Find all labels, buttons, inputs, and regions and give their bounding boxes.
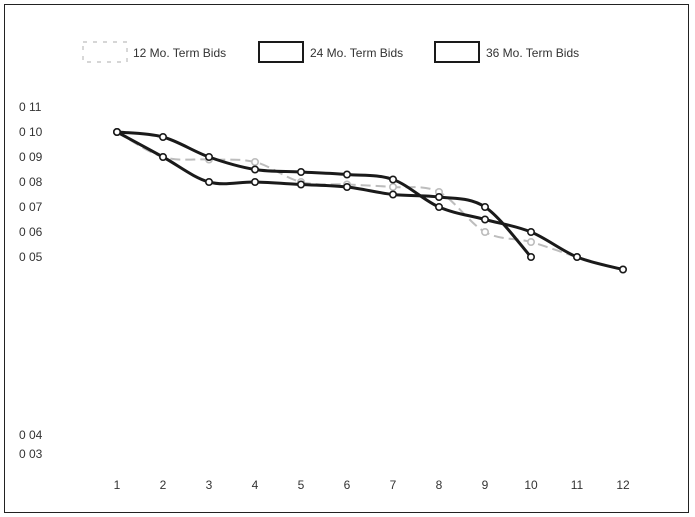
x-tick-label: 6	[344, 478, 351, 492]
series-point	[388, 190, 397, 199]
series-point	[572, 253, 581, 262]
legend: 12 Mo. Term Bids 24 Mo. Term Bids 36 Mo. T…	[82, 41, 579, 63]
series-point	[342, 183, 351, 192]
x-axis-ticks: 1 2 3 4 5 6 7 8 9 10 11 12	[114, 478, 630, 492]
x-tick-label: 5	[298, 478, 305, 492]
series-point	[526, 238, 535, 247]
series-point	[434, 203, 443, 212]
x-tick-label: 12	[616, 478, 630, 492]
series-point	[296, 180, 305, 189]
series-line	[116, 130, 624, 271]
y-tick-label: 0 04	[19, 428, 43, 442]
series-point	[526, 253, 535, 262]
series-point	[251, 165, 260, 174]
series-point	[205, 153, 214, 162]
legend-label: 36 Mo. Term Bids	[486, 46, 579, 60]
series-line	[116, 131, 624, 271]
y-tick-label: 0 09	[19, 150, 43, 164]
y-tick-label: 0 08	[19, 175, 43, 189]
series-lines	[113, 128, 627, 274]
legend-swatch	[434, 41, 480, 63]
series-point	[113, 128, 122, 137]
legend-swatch	[258, 41, 304, 63]
x-tick-label: 1	[114, 478, 121, 492]
x-tick-label: 11	[571, 478, 584, 492]
y-tick-label: 0 11	[19, 100, 42, 114]
series-point	[251, 178, 260, 187]
x-tick-label: 2	[160, 478, 167, 492]
series-point	[159, 153, 168, 162]
series-point	[342, 170, 351, 179]
series-line	[116, 130, 533, 259]
y-axis-ticks: 0 03 0 04 0 05 0 06 0 07 0 08 0 09 0 10 0 11	[19, 100, 43, 461]
x-tick-label: 4	[252, 478, 259, 492]
series-point	[480, 215, 489, 224]
x-tick-label: 9	[482, 478, 489, 492]
series-point	[526, 228, 535, 237]
series-point	[618, 265, 627, 274]
x-tick-label: 8	[436, 478, 443, 492]
series-point	[388, 183, 397, 192]
chart-frame: 12 Mo. Term Bids 24 Mo. Term Bids 36 Mo. T…	[4, 4, 689, 513]
y-tick-label: 0 07	[19, 200, 43, 214]
x-tick-label: 10	[524, 478, 538, 492]
legend-swatch	[82, 41, 128, 63]
line-chart: 12 Mo. Term Bids 24 Mo. Term Bids 36 Mo. T…	[19, 41, 630, 492]
legend-label: 24 Mo. Term Bids	[310, 46, 403, 60]
series-point	[388, 175, 397, 184]
y-tick-label: 0 10	[19, 125, 43, 139]
series-point	[296, 168, 305, 177]
series-point	[159, 133, 168, 142]
y-tick-label: 0 03	[19, 447, 43, 461]
x-tick-label: 7	[390, 478, 397, 492]
legend-label: 12 Mo. Term Bids	[133, 46, 226, 60]
y-tick-label: 0 06	[19, 225, 43, 239]
series-point	[251, 158, 260, 167]
y-tick-label: 0 05	[19, 250, 43, 264]
series-point	[480, 228, 489, 237]
series-point	[480, 203, 489, 212]
x-tick-label: 3	[206, 478, 213, 492]
series-point	[434, 193, 443, 202]
series-point	[205, 178, 214, 187]
